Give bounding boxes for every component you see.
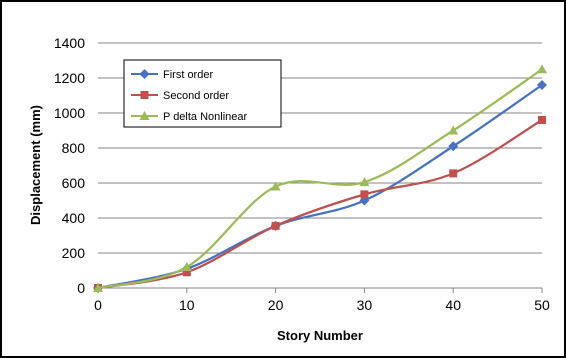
x-tick-label: 20 [268, 297, 284, 313]
y-axis-title: Displacement (mm) [28, 105, 43, 225]
series-p-delta-nonlinear [93, 64, 547, 292]
legend-entry: First order [131, 69, 213, 81]
legend-entry: Second order [131, 90, 229, 102]
x-tick-label: 0 [94, 297, 102, 313]
x-tick-label: 50 [534, 297, 550, 313]
y-tick-label: 600 [62, 175, 86, 191]
x-tick-label: 30 [357, 297, 373, 313]
data-point [449, 169, 458, 178]
data-point [537, 64, 547, 74]
legend: First order Second order P delta Nonlinear [123, 59, 282, 128]
legend-swatch-marker [140, 91, 149, 99]
legend-swatch-marker [139, 69, 150, 79]
data-point [93, 283, 103, 292]
y-tick-label: 200 [62, 245, 86, 261]
legend-label: P delta Nonlinear [163, 111, 248, 123]
data-point [360, 190, 369, 199]
y-tick-label: 800 [62, 140, 86, 156]
x-tick-label: 40 [445, 297, 461, 313]
x-axis-ticks: 0 10 20 30 40 50 [94, 288, 550, 313]
legend-entry: P delta Nonlinear [131, 111, 248, 123]
series-layer [93, 64, 547, 293]
data-point [271, 221, 280, 230]
y-tick-label: 400 [62, 210, 86, 226]
y-tick-label: 1000 [54, 105, 85, 121]
data-point [181, 262, 192, 271]
data-point [182, 268, 191, 277]
data-point [537, 80, 547, 90]
data-point [359, 177, 370, 187]
data-point [270, 181, 281, 191]
y-axis-ticks: 0 200 400 600 800 1000 1200 1400 [54, 35, 85, 296]
y-tick-label: 1200 [54, 70, 85, 86]
legend-swatch-marker [139, 111, 150, 120]
y-tick-label: 0 [77, 280, 85, 296]
y-tick-label: 1400 [54, 35, 85, 51]
data-point [448, 141, 459, 152]
x-tick-label: 10 [179, 297, 195, 313]
series-line [97, 119, 543, 290]
data-point [448, 125, 459, 135]
legend-label: First order [163, 69, 213, 81]
data-point [538, 116, 546, 124]
legend-label: Second order [163, 90, 229, 102]
x-axis-title: Story Number [277, 328, 363, 343]
